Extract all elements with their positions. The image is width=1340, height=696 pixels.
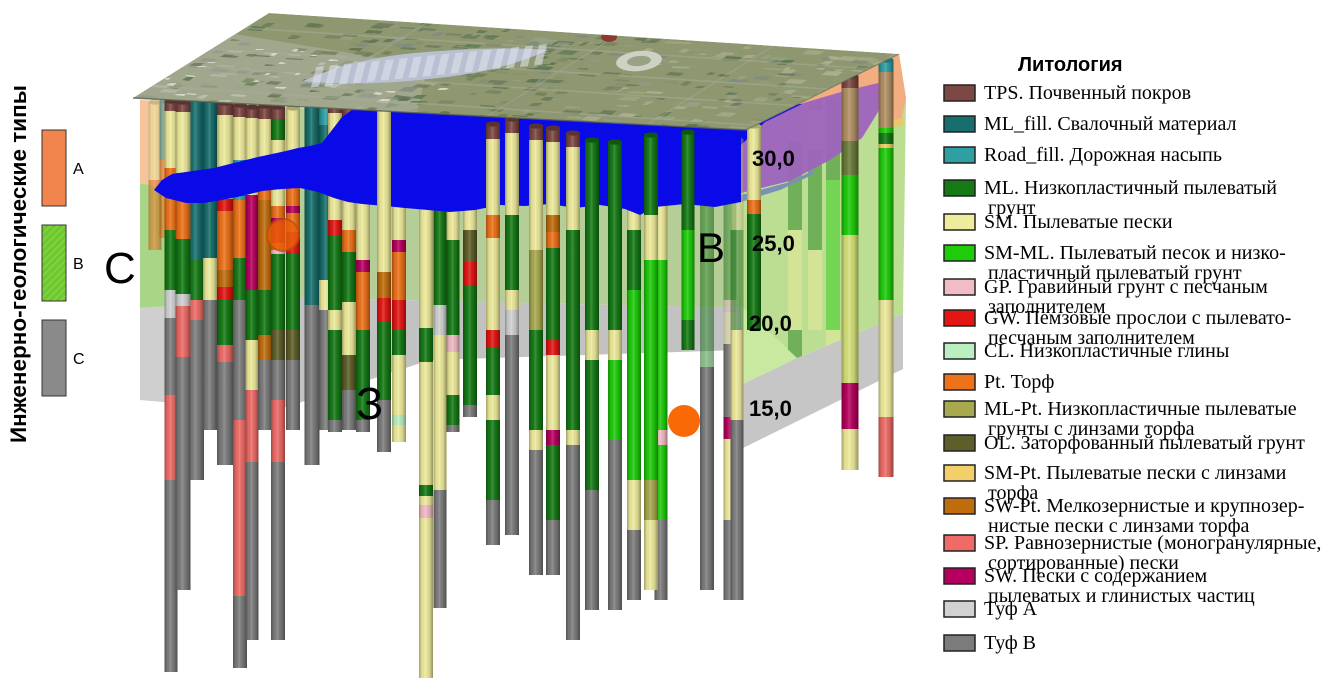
svg-text:грунты с линзами торфа: грунты с линзами торфа xyxy=(988,418,1195,440)
svg-text:В: В xyxy=(697,224,725,271)
svg-text:пластичный пылеватый грунт: пластичный пылеватый грунт xyxy=(988,262,1242,284)
svg-text:SW-Pt. Мелкозернистые и крупно: SW-Pt. Мелкозернистые и крупнозер- xyxy=(984,495,1304,517)
svg-text:OL. Заторфованный пылеватый гр: OL. Заторфованный пылеватый грунт xyxy=(984,432,1305,454)
svg-text:CL. Низкопластичные глины: CL. Низкопластичные глины xyxy=(984,340,1229,362)
svg-text:C: C xyxy=(73,351,85,368)
svg-text:TPS. Почвенный покров: TPS. Почвенный покров xyxy=(984,82,1191,104)
svg-text:нистые пески с линзами торфа: нистые пески с линзами торфа xyxy=(988,515,1250,537)
svg-text:ML. Низкопластичный пылеватый: ML. Низкопластичный пылеватый xyxy=(984,177,1277,199)
svg-text:A: A xyxy=(73,161,84,178)
svg-text:сортированные) пески: сортированные) пески xyxy=(988,552,1179,574)
svg-text:ML-Pt. Низкопластичные пылеват: ML-Pt. Низкопластичные пылеватые xyxy=(984,398,1297,420)
svg-text:B: B xyxy=(73,256,84,273)
svg-text:песчаным заполнителем: песчаным заполнителем xyxy=(988,327,1195,349)
svg-text:SM-Pt. Пылеватые пески с линза: SM-Pt. Пылеватые пески с линзами xyxy=(984,462,1287,484)
svg-text:15,0: 15,0 xyxy=(749,396,792,421)
svg-text:Road_fill. Дорожная насыпь: Road_fill. Дорожная насыпь xyxy=(984,144,1222,166)
svg-text:Литология: Литология xyxy=(1018,54,1123,76)
svg-text:30,0: 30,0 xyxy=(752,146,795,171)
svg-text:SM-ML. Пылеватый песок и низко: SM-ML. Пылеватый песок и низко- xyxy=(984,242,1286,264)
svg-text:грунт: грунт xyxy=(988,197,1036,219)
svg-text:SM. Пылеватые пески: SM. Пылеватые пески xyxy=(984,211,1173,233)
svg-text:25,0: 25,0 xyxy=(752,231,795,256)
svg-text:Инженерно-геологические типы: Инженерно-геологические типы xyxy=(6,85,31,443)
svg-text:Туф A: Туф A xyxy=(984,598,1038,620)
svg-text:ML_fill. Свалочный материал: ML_fill. Свалочный материал xyxy=(984,113,1237,135)
svg-text:Pt. Торф: Pt. Торф xyxy=(984,371,1054,393)
svg-text:З: З xyxy=(356,378,383,429)
svg-text:заполнителем: заполнителем xyxy=(988,296,1106,318)
svg-text:пылеватых и глинистых частиц: пылеватых и глинистых частиц xyxy=(988,585,1255,607)
svg-text:20,0: 20,0 xyxy=(749,311,792,336)
svg-text:GW. Пемзовые прослои с пылеват: GW. Пемзовые прослои с пылевато- xyxy=(984,307,1291,329)
svg-text:торфа: торфа xyxy=(988,482,1038,504)
svg-text:SW. Пески с содержанием: SW. Пески с содержанием xyxy=(984,565,1207,587)
svg-text:Туф B: Туф B xyxy=(984,632,1036,654)
svg-text:GP. Гравийный грунт с песчаным: GP. Гравийный грунт с песчаным xyxy=(984,276,1268,298)
svg-text:С: С xyxy=(104,244,136,293)
svg-text:SP. Равнозернистые (моногранул: SP. Равнозернистые (моногранулярные, xyxy=(984,532,1321,554)
